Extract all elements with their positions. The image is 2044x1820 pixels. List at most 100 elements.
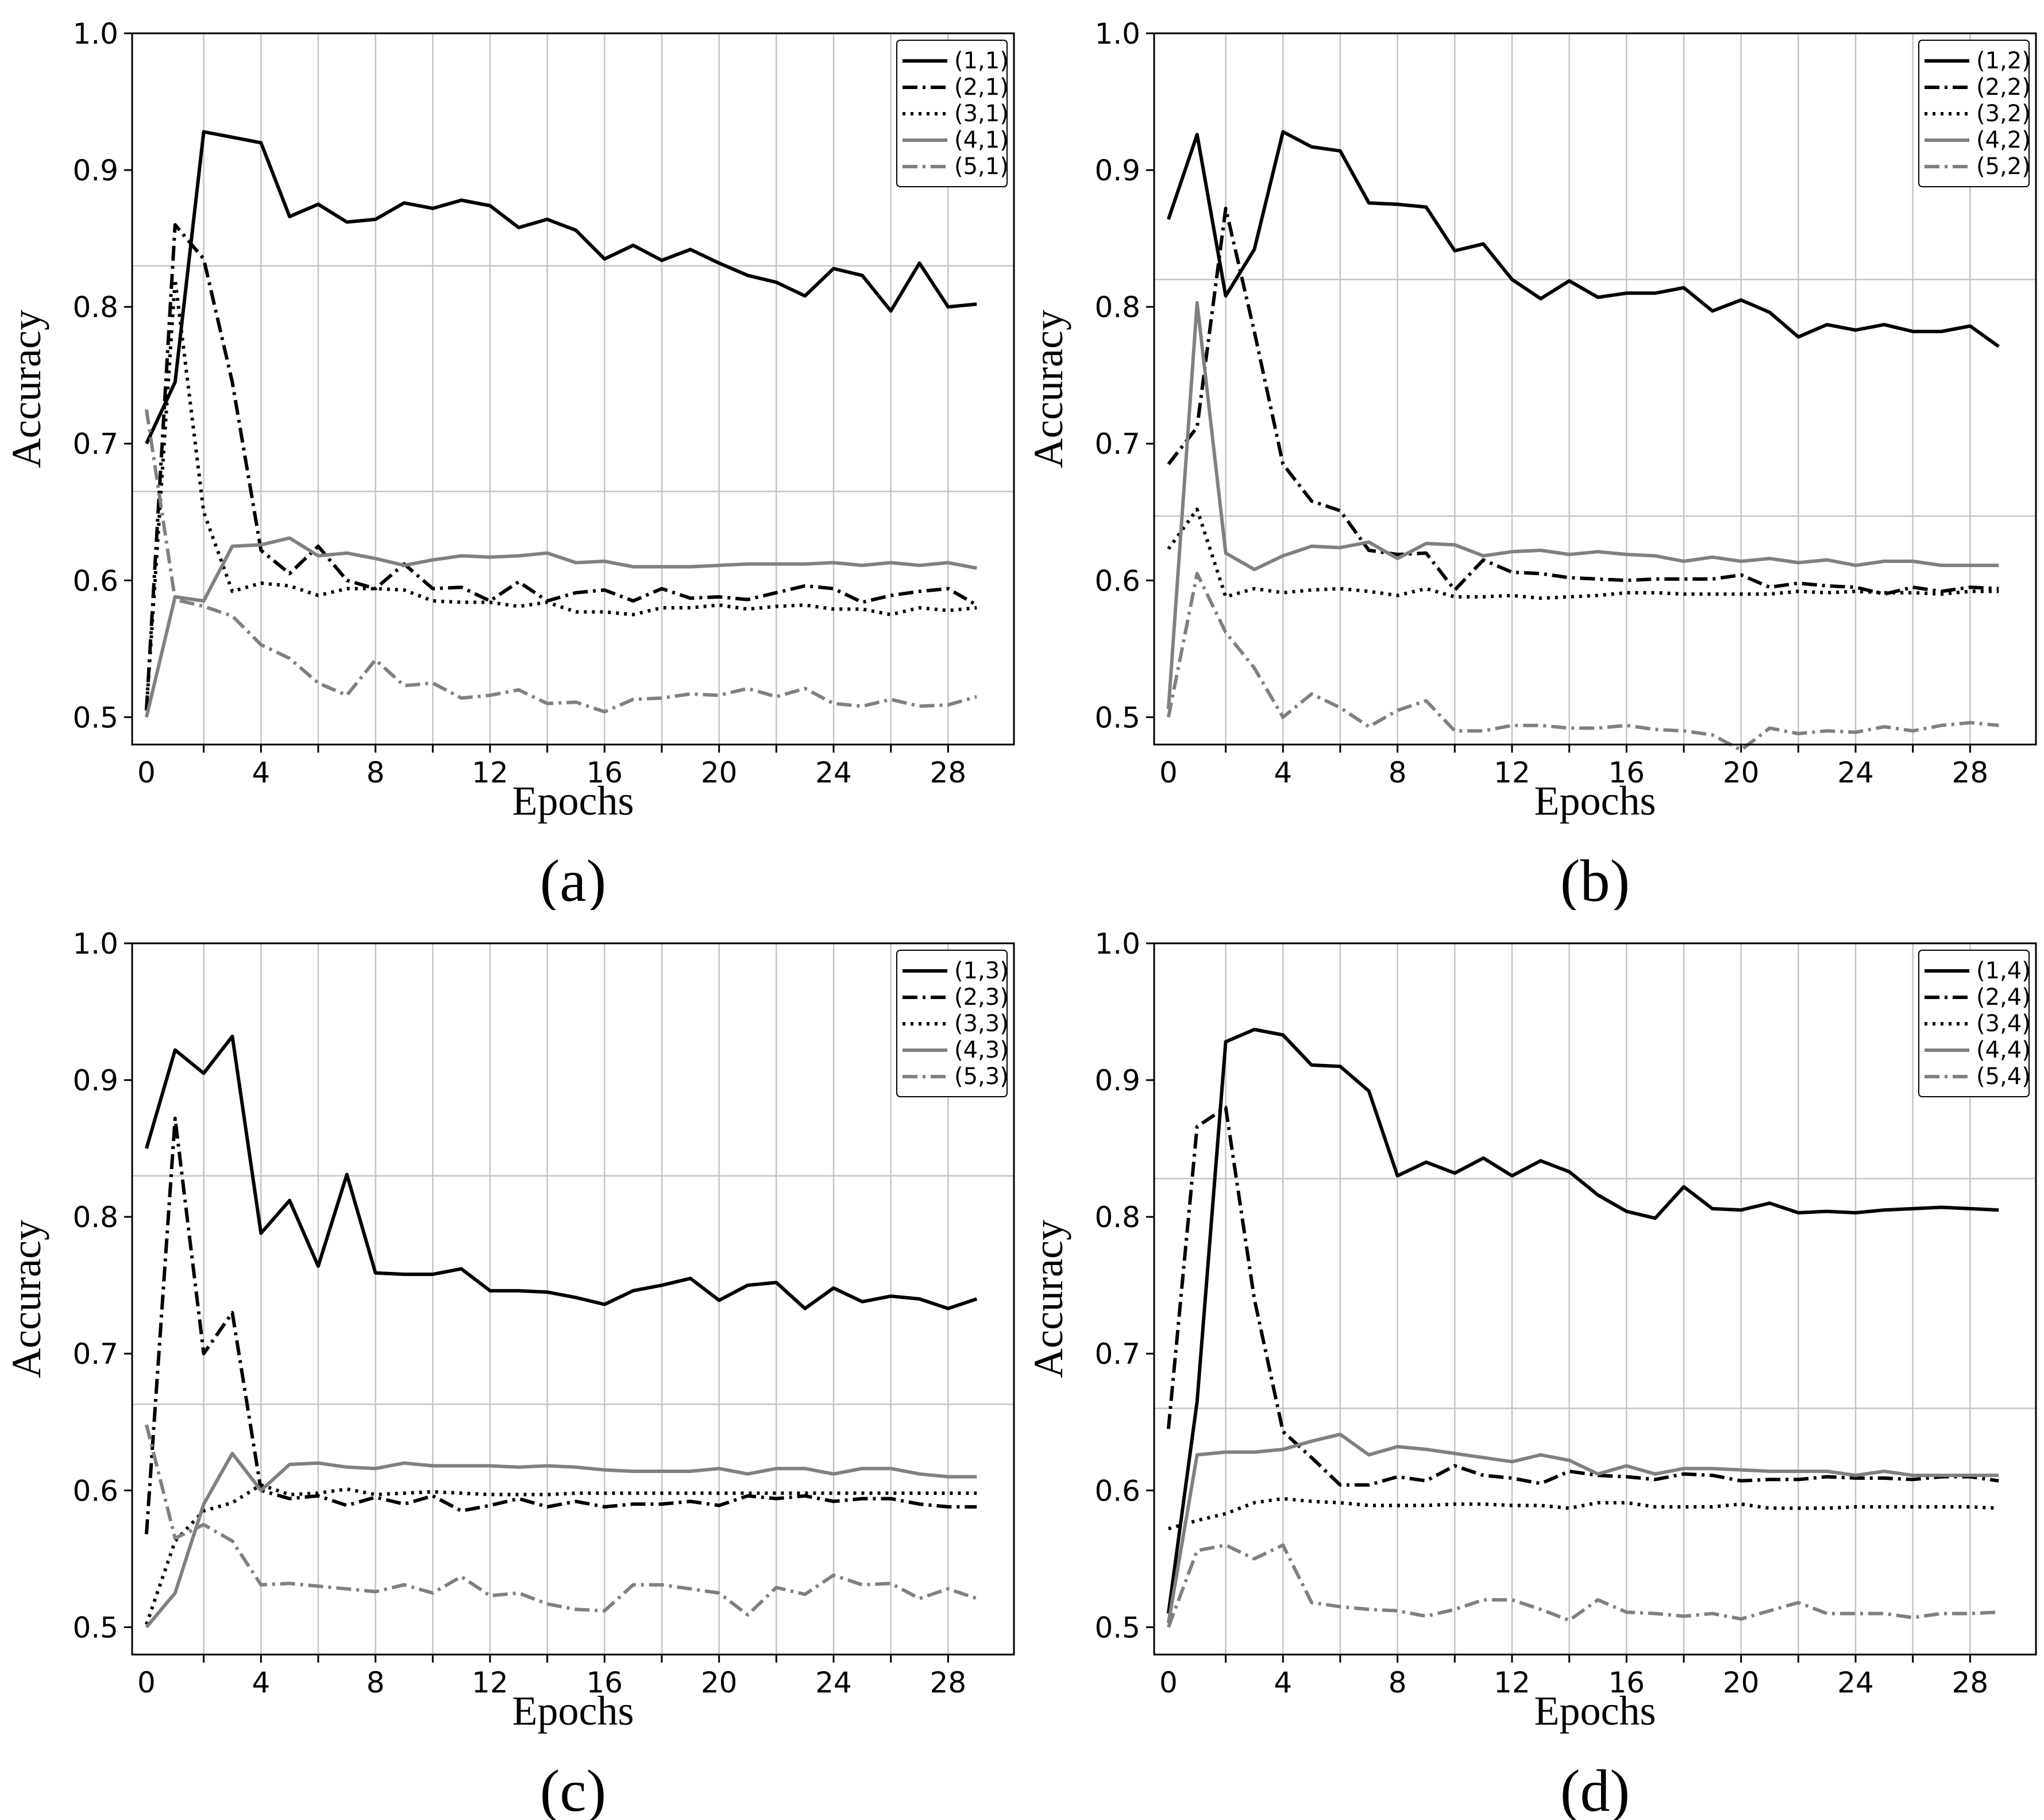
y-tick-label: 0.7 [1094, 427, 1140, 461]
chart-a: 0 4 8 12 16 20 24 28 0.5 0.6 0.7 0.8 0.9 1.0 (1,1)(2,1… [3, 17, 1015, 910]
legend-label: (1,1) [954, 48, 1009, 74]
y-tick-label: 1.0 [72, 927, 118, 961]
y-tick-label: 0.7 [72, 1337, 118, 1371]
panel-d: 0 4 8 12 16 20 24 28 0.5 0.6 0.7 0.8 0.9 1.0 (1,4) (2,4… [1022, 910, 2044, 1820]
legend-label: (1,2) [1976, 48, 2031, 74]
y-tick-label: 0.8 [72, 1201, 118, 1234]
legend: (1,1)(2,1)(3,1)(4,1)(5,1) [896, 40, 1009, 187]
legend-box [1918, 950, 2030, 1097]
legend-box [896, 40, 1008, 187]
x-tick-label: 12 [472, 1666, 508, 1699]
series-line-1 [1166, 1105, 1999, 1487]
series-line-4 [1167, 1543, 1999, 1628]
x-axis-label: Epochs [512, 1688, 634, 1734]
x-tick-label: 4 [252, 1666, 270, 1699]
x-tick-label: 16 [587, 1666, 623, 1699]
plot-frame [131, 32, 1015, 746]
x-tick-label: 16 [1609, 756, 1645, 789]
x-axis-label: Epochs [512, 778, 634, 824]
series-line-3 [1166, 301, 1999, 710]
series-line-1 [144, 223, 978, 711]
series-line-0 [145, 1034, 978, 1310]
y-tick-label: 0.9 [1094, 154, 1140, 187]
legend-label: (2,4) [1976, 984, 2031, 1011]
x-tick-label: 8 [1389, 1666, 1407, 1699]
x-tick-label: 16 [1609, 1666, 1645, 1699]
x-tick-label: 24 [1837, 1666, 1874, 1699]
plot-frame [1153, 32, 2037, 746]
x-tick-label: 28 [1952, 1666, 1989, 1699]
series-line-3 [145, 1452, 977, 1629]
legend-label: (5,3) [954, 1063, 1009, 1090]
x-tick-label: 28 [930, 1666, 967, 1699]
y-tick-label: 0.8 [1094, 291, 1140, 324]
legend-label: (1,4) [1976, 958, 2031, 984]
series-line-4 [1166, 572, 1999, 752]
series-line-2 [1168, 1497, 1999, 1530]
x-axis-label: Epochs [1534, 1688, 1656, 1734]
x-tick-label: 20 [701, 756, 738, 789]
series-line-4 [144, 1424, 978, 1617]
y-tick-label: 0.6 [1094, 1474, 1140, 1507]
chart-d: 0 4 8 12 16 20 24 28 0.5 0.6 0.7 0.8 0.9 1.0 (1,4)(2,4… [1025, 927, 2037, 1820]
panel-caption: (b) [1560, 848, 1630, 910]
y-axis-label: Accuracy [3, 310, 49, 468]
series-line-0 [145, 130, 977, 445]
y-tick-label: 0.6 [1094, 564, 1140, 597]
y-tick-label: 0.9 [1094, 1064, 1140, 1097]
x-tick-label: 0 [137, 1666, 156, 1699]
y-tick-label: 0.8 [72, 291, 118, 324]
panel-caption: (c) [540, 1758, 606, 1820]
x-tick-label: 8 [367, 756, 385, 789]
y-tick-label: 0.6 [72, 564, 118, 597]
legend-label: (3,4) [1976, 1011, 2031, 1037]
legend-label: (4,2) [1976, 127, 2031, 153]
x-tick-label: 4 [1274, 756, 1292, 789]
x-tick-label: 20 [1723, 756, 1760, 789]
y-tick-label: 0.5 [72, 701, 118, 734]
x-tick-label: 24 [1837, 756, 1874, 789]
y-tick-label: 1.0 [1094, 927, 1140, 961]
legend: (1,3)(2,3)(3,3)(4,3)(5,3) [896, 950, 1009, 1097]
panel-caption: (a) [540, 848, 606, 910]
plot-frame [131, 942, 1015, 1656]
legend-label: (3,1) [954, 101, 1009, 127]
panel-caption: (d) [1560, 1758, 1630, 1820]
series-line-2 [145, 1483, 977, 1625]
series-line-3 [144, 536, 977, 718]
x-tick-label: 8 [367, 1666, 385, 1699]
series-line-1 [144, 1116, 977, 1534]
x-tick-label: 0 [1159, 756, 1178, 789]
series-line-3 [1166, 1432, 1999, 1624]
y-tick-label: 0.7 [72, 427, 118, 461]
plot-frame [1153, 942, 2037, 1656]
x-tick-label: 4 [252, 756, 270, 789]
series-line-2 [1167, 507, 1999, 600]
panel-a: 0 4 8 12 16 20 24 28 0.5 0.6 0.7 0.8 0.9 1.0 (1,1) (2,1… [0, 0, 1022, 910]
panel-b: 0 4 8 12 16 20 24 28 0.5 0.6 0.7 0.8 0.9 1.0 (1,2) (2,2… [1022, 0, 2044, 910]
x-tick-label: 24 [815, 756, 852, 789]
y-tick-label: 0.9 [72, 154, 118, 187]
legend-label: (4,1) [954, 127, 1009, 153]
x-tick-label: 28 [930, 756, 967, 789]
legend-label: (3,2) [1976, 101, 2031, 127]
x-tick-label: 0 [137, 756, 156, 789]
legend-label: (3,3) [954, 1011, 1009, 1037]
legend-label: (2,3) [954, 984, 1009, 1011]
y-tick-label: 0.8 [1094, 1201, 1140, 1234]
x-tick-label: 4 [1274, 1666, 1292, 1699]
y-tick-label: 0.5 [1094, 1611, 1140, 1644]
legend-label: (5,2) [1976, 153, 2031, 180]
series-line-0 [1167, 130, 2000, 348]
x-tick-label: 12 [472, 756, 508, 789]
legend-label: (4,3) [954, 1037, 1009, 1063]
y-tick-label: 1.0 [1094, 17, 1140, 51]
y-tick-label: 0.6 [72, 1474, 118, 1507]
series-line-2 [144, 277, 977, 711]
legend: (1,2)(2,2)(3,2)(4,2)(5,2) [1918, 40, 2031, 187]
legend-box [896, 950, 1008, 1097]
series-line-4 [144, 409, 978, 714]
y-axis-label: Accuracy [3, 1220, 49, 1378]
series-line-1 [1167, 206, 1999, 596]
y-tick-label: 0.5 [1094, 701, 1140, 734]
